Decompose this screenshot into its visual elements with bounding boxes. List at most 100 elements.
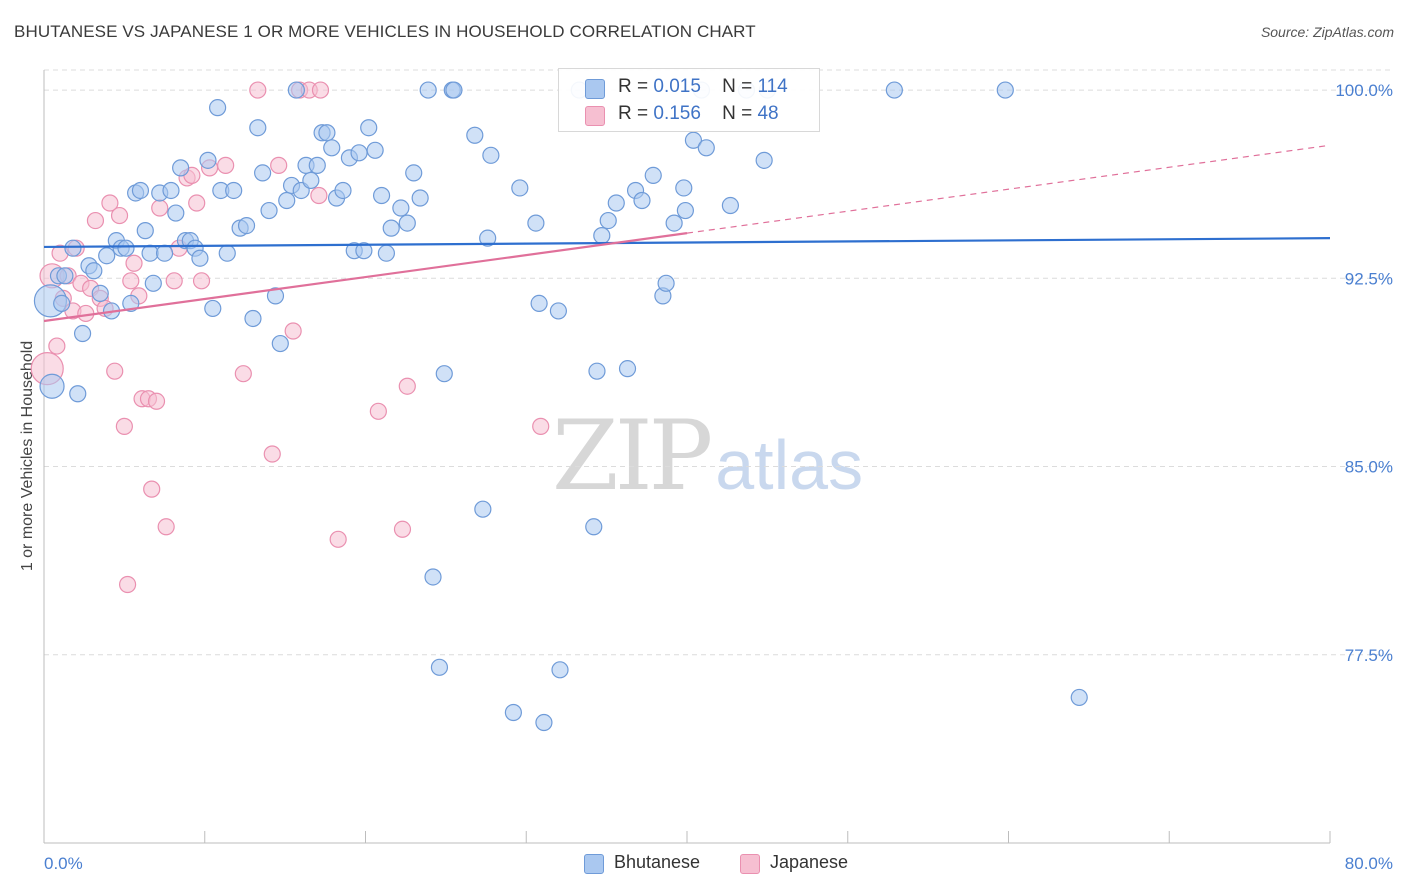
point-japanese (106, 362, 124, 380)
point-bhutanese (266, 287, 285, 305)
point-bhutanese (122, 294, 140, 313)
point-japanese (143, 480, 161, 498)
point-bhutanese (633, 191, 651, 210)
legend-stats-japanese: R = 0.156 N = 48 (618, 103, 779, 125)
point-bhutanese (755, 151, 773, 169)
source-label: Source: ZipAtlas.com (1260, 24, 1394, 40)
point-bhutanese (996, 81, 1014, 99)
point-japanese (101, 194, 119, 212)
point-bhutanese (318, 124, 336, 142)
point-japanese (110, 206, 129, 225)
point-japanese (165, 272, 183, 290)
x-tick-label: 0.0% (44, 854, 83, 873)
chart-title: BHUTANESE VS JAPANESE 1 OR MORE VEHICLES… (14, 22, 756, 41)
point-bhutanese (405, 164, 423, 182)
point-bhutanese (117, 239, 135, 257)
point-bhutanese (249, 119, 267, 137)
watermark-zip: ZIP (552, 400, 713, 512)
point-japanese (393, 520, 412, 538)
point-bhutanese (218, 244, 236, 262)
point-bhutanese (419, 81, 437, 99)
point-bhutanese (676, 201, 694, 220)
y-tick-label: 85.0% (1345, 458, 1393, 477)
n-label: N = (722, 103, 753, 124)
point-bhutanese (527, 214, 545, 232)
correlation-legend: R = 0.015 N = 114 R = 0.156 N = 48 (558, 68, 820, 132)
point-bhutanese (225, 181, 243, 200)
point-bhutanese (56, 267, 74, 285)
point-bhutanese (430, 658, 449, 676)
point-bhutanese (323, 139, 341, 157)
point-bhutanese (199, 151, 217, 169)
n-value: 48 (757, 103, 779, 124)
point-bhutanese (172, 159, 190, 177)
point-bhutanese (69, 385, 87, 403)
y-tick-label: 92.5% (1345, 269, 1393, 288)
point-bhutanese (551, 661, 569, 679)
point-bhutanese (675, 179, 693, 197)
point-japanese (217, 156, 235, 174)
point-bhutanese (237, 217, 256, 235)
point-bhutanese (355, 242, 373, 260)
point-bhutanese (334, 181, 352, 200)
point-bhutanese (479, 229, 497, 247)
point-bhutanese (360, 119, 378, 137)
point-bhutanese (435, 365, 453, 383)
series-legend: Bhutanese Japanese (0, 852, 1406, 876)
trendline-japanese (43, 232, 688, 323)
point-japanese (157, 518, 175, 536)
point-bhutanese (244, 309, 262, 328)
point-bhutanese (607, 194, 625, 212)
point-japanese (147, 392, 166, 410)
point-bhutanese (204, 299, 222, 318)
point-japanese (151, 199, 169, 217)
legend-swatch-japanese (740, 854, 760, 874)
point-bhutanese (665, 214, 683, 232)
point-bhutanese (167, 204, 185, 222)
point-japanese (270, 156, 288, 174)
point-bhutanese (424, 568, 442, 586)
point-bhutanese (885, 81, 903, 99)
point-bhutanese (445, 81, 463, 99)
point-bhutanese (260, 201, 278, 220)
point-bhutanese (585, 518, 603, 536)
point-bhutanese (366, 141, 384, 159)
r-value: 0.015 (653, 76, 701, 97)
point-bhutanese (377, 244, 395, 262)
point-bhutanese (287, 81, 305, 99)
legend-label-japanese: Japanese (770, 852, 849, 872)
point-bhutanese (588, 362, 606, 380)
point-bhutanese (308, 156, 326, 174)
point-bhutanese (372, 186, 391, 205)
point-japanese (115, 417, 133, 435)
point-japanese (329, 530, 347, 548)
legend-swatch-japanese (585, 106, 605, 126)
trendline-japanese-extension (686, 144, 1331, 234)
point-bhutanese (191, 249, 209, 267)
y-tick-label: 77.5% (1345, 646, 1393, 665)
point-bhutanese (684, 131, 703, 149)
point-bhutanese (511, 179, 529, 197)
point-bhutanese (302, 171, 320, 190)
point-bhutanese (141, 244, 159, 262)
point-bhutanese (73, 324, 92, 343)
point-japanese (234, 365, 252, 383)
point-bhutanese (39, 373, 65, 399)
r-label: R = (618, 103, 649, 124)
x-tick-label: 80.0% (1345, 854, 1393, 873)
point-bhutanese (697, 139, 715, 157)
point-bhutanese (144, 274, 162, 292)
trendline-bhutanese (43, 237, 1331, 249)
point-bhutanese (599, 211, 617, 230)
point-bhutanese (657, 274, 675, 292)
point-bhutanese (618, 360, 637, 378)
point-bhutanese (535, 713, 553, 732)
point-bhutanese (155, 244, 174, 262)
point-bhutanese (398, 214, 416, 232)
legend-stats-bhutanese: R = 0.015 N = 114 (618, 76, 788, 98)
legend-label-bhutanese: Bhutanese (614, 852, 701, 872)
point-bhutanese (392, 199, 410, 217)
point-bhutanese (85, 262, 103, 280)
point-bhutanese (131, 181, 150, 200)
